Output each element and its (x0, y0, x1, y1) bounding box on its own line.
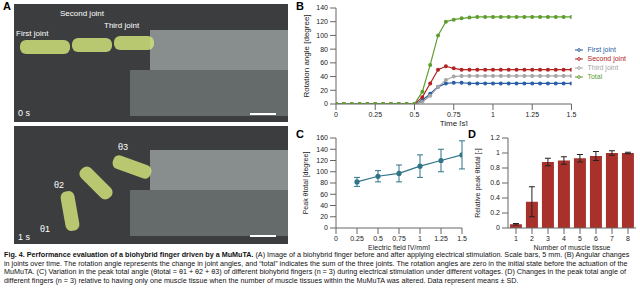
html-text:Fig. 4. Performance evaluation: Fig. 4. Performance evaluation of a bioh… (4, 250, 630, 285)
svg-text:0.2: 0.2 (490, 209, 500, 216)
svg-text:1: 1 (491, 111, 495, 118)
html-text:D: D (468, 128, 476, 140)
svg-text:θ2: θ2 (54, 180, 64, 190)
html-text:Third joint: Third joint (587, 64, 619, 71)
svg-text:1: 1 (514, 235, 518, 242)
html-text:Total: Total (587, 73, 603, 81)
svg-text:1.25: 1.25 (434, 235, 448, 242)
svg-text:0.6: 0.6 (490, 179, 500, 186)
svg-text:0: 0 (324, 100, 328, 107)
svg-text:8: 8 (626, 235, 630, 242)
svg-text:Peak θtotal [degree]: Peak θtotal [degree] (302, 152, 310, 215)
html-text:C: C (296, 128, 304, 140)
svg-text:120: 120 (316, 18, 328, 25)
svg-text:0.25: 0.25 (368, 111, 382, 118)
svg-text:6: 6 (594, 235, 598, 242)
svg-text:0: 0 (324, 224, 328, 231)
svg-text:0.5: 0.5 (410, 111, 420, 118)
svg-text:4: 4 (562, 235, 566, 242)
svg-text:Number of muscle tissue: Number of muscle tissue (533, 244, 610, 250)
svg-text:θ1: θ1 (40, 224, 50, 234)
svg-text:140: 140 (316, 146, 328, 153)
svg-text:Third joint: Third joint (104, 21, 140, 30)
svg-text:0: 0 (496, 224, 500, 231)
svg-text:40: 40 (320, 202, 328, 209)
svg-text:40: 40 (320, 73, 328, 80)
svg-text:0.8: 0.8 (490, 164, 500, 171)
svg-text:Time [s]: Time [s] (440, 119, 468, 126)
svg-text:100: 100 (316, 168, 328, 175)
svg-text:5: 5 (578, 235, 582, 242)
svg-text:120: 120 (316, 157, 328, 164)
svg-text:2: 2 (530, 235, 534, 242)
html-text:B: B (296, 0, 304, 12)
svg-text:1: 1 (418, 235, 422, 242)
html-text:Second joint: Second joint (587, 54, 626, 62)
svg-text:160: 160 (316, 134, 328, 141)
svg-text:θ3: θ3 (118, 142, 128, 152)
svg-text:0.4: 0.4 (490, 194, 500, 201)
svg-text:20: 20 (320, 213, 328, 220)
svg-text:0: 0 (334, 111, 338, 118)
svg-text:3: 3 (546, 235, 550, 242)
svg-text:1.2: 1.2 (490, 134, 500, 141)
svg-text:1: 1 (496, 149, 500, 156)
svg-text:80: 80 (320, 46, 328, 53)
svg-text:1.25: 1.25 (525, 111, 539, 118)
svg-text:0.5: 0.5 (373, 235, 383, 242)
svg-text:Electric field [V/mm]: Electric field [V/mm] (368, 244, 430, 250)
html-text:First joint: First joint (587, 45, 616, 53)
svg-text:1.5: 1.5 (457, 235, 467, 242)
html-text:A: A (3, 0, 11, 12)
svg-text:0.75: 0.75 (447, 111, 461, 118)
svg-text:0: 0 (334, 235, 338, 242)
svg-text:20: 20 (320, 87, 328, 94)
svg-text:0.75: 0.75 (392, 235, 406, 242)
svg-text:100: 100 (316, 32, 328, 39)
svg-text:First joint: First joint (16, 29, 49, 38)
svg-text:Rotation angle [degree]: Rotation angle [degree] (302, 14, 311, 97)
svg-text:7: 7 (610, 235, 614, 242)
svg-text:60: 60 (320, 191, 328, 198)
svg-text:Relative peak θtotal [-]: Relative peak θtotal [-] (474, 148, 482, 218)
svg-text:1.5: 1.5 (567, 111, 577, 118)
svg-text:80: 80 (320, 179, 328, 186)
svg-text:1 s: 1 s (18, 232, 31, 242)
svg-text:0.25: 0.25 (350, 235, 364, 242)
svg-text:Second joint: Second joint (60, 9, 105, 18)
svg-text:140: 140 (316, 4, 328, 11)
svg-text:60: 60 (320, 59, 328, 66)
svg-text:0 s: 0 s (18, 108, 31, 118)
